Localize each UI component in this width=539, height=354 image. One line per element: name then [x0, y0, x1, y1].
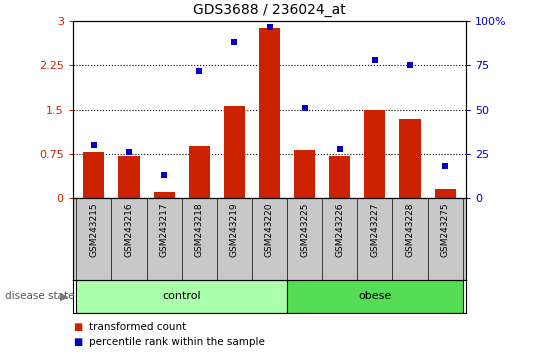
- Bar: [77, 280, 287, 313]
- Bar: [259, 28, 280, 198]
- Bar: [294, 150, 315, 198]
- Bar: [364, 110, 385, 198]
- Point: [89, 142, 98, 148]
- Point: [125, 149, 133, 155]
- Point: [300, 105, 309, 111]
- Point: [406, 63, 414, 68]
- Point: [230, 40, 239, 45]
- Point: [265, 24, 274, 29]
- Text: GSM243227: GSM243227: [370, 202, 379, 257]
- Text: GSM243228: GSM243228: [405, 202, 414, 257]
- Bar: [399, 119, 420, 198]
- Title: GDS3688 / 236024_at: GDS3688 / 236024_at: [193, 4, 346, 17]
- Bar: [84, 152, 105, 198]
- Text: ■: ■: [73, 322, 82, 332]
- Text: control: control: [162, 291, 201, 302]
- Point: [160, 172, 168, 178]
- Text: GSM243275: GSM243275: [441, 202, 450, 257]
- Text: GSM243220: GSM243220: [265, 202, 274, 257]
- Bar: [224, 105, 245, 198]
- Bar: [154, 192, 175, 198]
- Text: ▶: ▶: [60, 291, 69, 302]
- Point: [195, 68, 204, 74]
- Bar: [287, 280, 462, 313]
- Bar: [329, 156, 350, 198]
- Text: transformed count: transformed count: [89, 322, 186, 332]
- Text: ■: ■: [73, 337, 82, 347]
- Text: obese: obese: [358, 291, 391, 302]
- Bar: [189, 146, 210, 198]
- Bar: [434, 189, 455, 198]
- Text: GSM243218: GSM243218: [195, 202, 204, 257]
- Text: percentile rank within the sample: percentile rank within the sample: [89, 337, 265, 347]
- Text: GSM243217: GSM243217: [160, 202, 169, 257]
- Point: [371, 57, 379, 63]
- Bar: [119, 156, 140, 198]
- Text: GSM243215: GSM243215: [89, 202, 98, 257]
- Point: [335, 146, 344, 152]
- Point: [441, 164, 450, 169]
- Text: disease state: disease state: [5, 291, 75, 302]
- Text: GSM243219: GSM243219: [230, 202, 239, 257]
- Text: GSM243226: GSM243226: [335, 202, 344, 257]
- Text: GSM243216: GSM243216: [125, 202, 134, 257]
- Text: GSM243225: GSM243225: [300, 202, 309, 257]
